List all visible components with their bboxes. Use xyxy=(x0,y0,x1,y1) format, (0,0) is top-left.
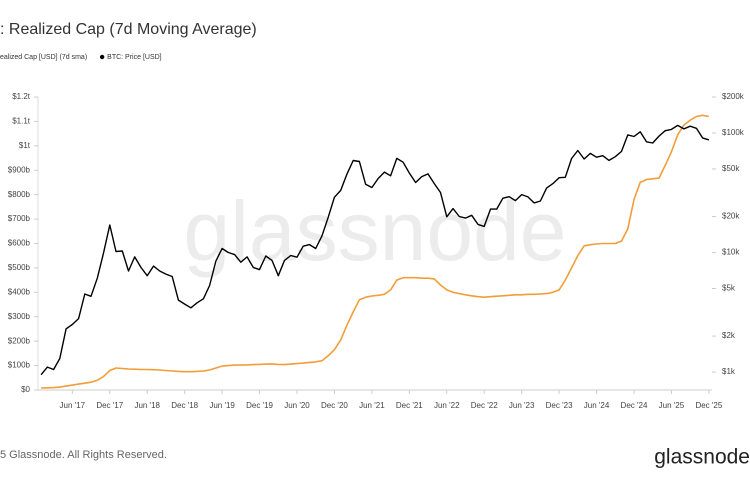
x-tick-label: Dec '22 xyxy=(471,401,498,410)
footer: 5 Glassnode. All Rights Reserved. xyxy=(0,449,167,461)
y2-tick-label: $200k xyxy=(722,92,745,101)
legend-label: ealized Cap [USD] (7d sma) xyxy=(0,54,87,61)
y-tick-label: $500b xyxy=(8,263,31,272)
y-tick-label: $600b xyxy=(8,239,31,248)
x-tick-label: Jun '21 xyxy=(359,401,385,410)
chart-title: : Realized Cap (7d Moving Average) xyxy=(0,21,257,38)
y2-tick-label: $2k xyxy=(722,331,736,340)
y-tick-label: $400b xyxy=(8,287,31,296)
y-tick-label: $1.1t xyxy=(12,117,31,126)
y2-tick-label: $10k xyxy=(722,248,740,257)
y-tick-label: $1t xyxy=(19,141,31,150)
x-tick-label: Jun '17 xyxy=(60,401,86,410)
y-tick-label: $900b xyxy=(8,165,31,174)
y-tick-label: $700b xyxy=(8,214,31,223)
x-tick-label: Jun '20 xyxy=(284,401,310,410)
x-tick-label: Dec '19 xyxy=(246,401,273,410)
y-tick-label: $300b xyxy=(8,312,31,321)
x-tick-label: Jun '18 xyxy=(134,401,160,410)
y-tick-label: $100b xyxy=(8,361,31,370)
y-tick-label: $1.2t xyxy=(12,92,31,101)
logo: glassnode xyxy=(654,446,750,469)
y2-tick-label: $20k xyxy=(722,212,740,221)
x-tick-label: Jun '25 xyxy=(659,401,685,410)
x-tick-label: Dec '20 xyxy=(321,401,348,410)
x-tick-label: Dec '25 xyxy=(695,401,722,410)
x-tick-label: Dec '24 xyxy=(621,401,648,410)
y-tick-label: $800b xyxy=(8,190,31,199)
y-tick-label: $200b xyxy=(8,336,31,345)
y2-tick-label: $100k xyxy=(722,128,745,137)
series-line xyxy=(41,114,710,389)
legend-marker xyxy=(99,54,105,60)
y2-tick-label: $50k xyxy=(722,164,740,173)
y-tick-label: $0 xyxy=(21,385,30,394)
x-tick-label: Dec '23 xyxy=(546,401,573,410)
legend-label: BTC: Price [USD] xyxy=(107,54,162,61)
y2-tick-label: $1k xyxy=(722,367,736,376)
y2-tick-label: $5k xyxy=(722,284,736,293)
x-tick-label: Dec '18 xyxy=(171,401,198,410)
x-tick-label: Jun '23 xyxy=(509,401,535,410)
x-tick-label: Dec '17 xyxy=(96,401,123,410)
watermark: glassnode xyxy=(184,184,567,278)
x-tick-label: Jun '24 xyxy=(584,401,610,410)
x-tick-label: Jun '22 xyxy=(434,401,460,410)
x-tick-label: Jun '19 xyxy=(209,401,235,410)
x-tick-label: Dec '21 xyxy=(396,401,423,410)
series-line xyxy=(40,124,710,376)
